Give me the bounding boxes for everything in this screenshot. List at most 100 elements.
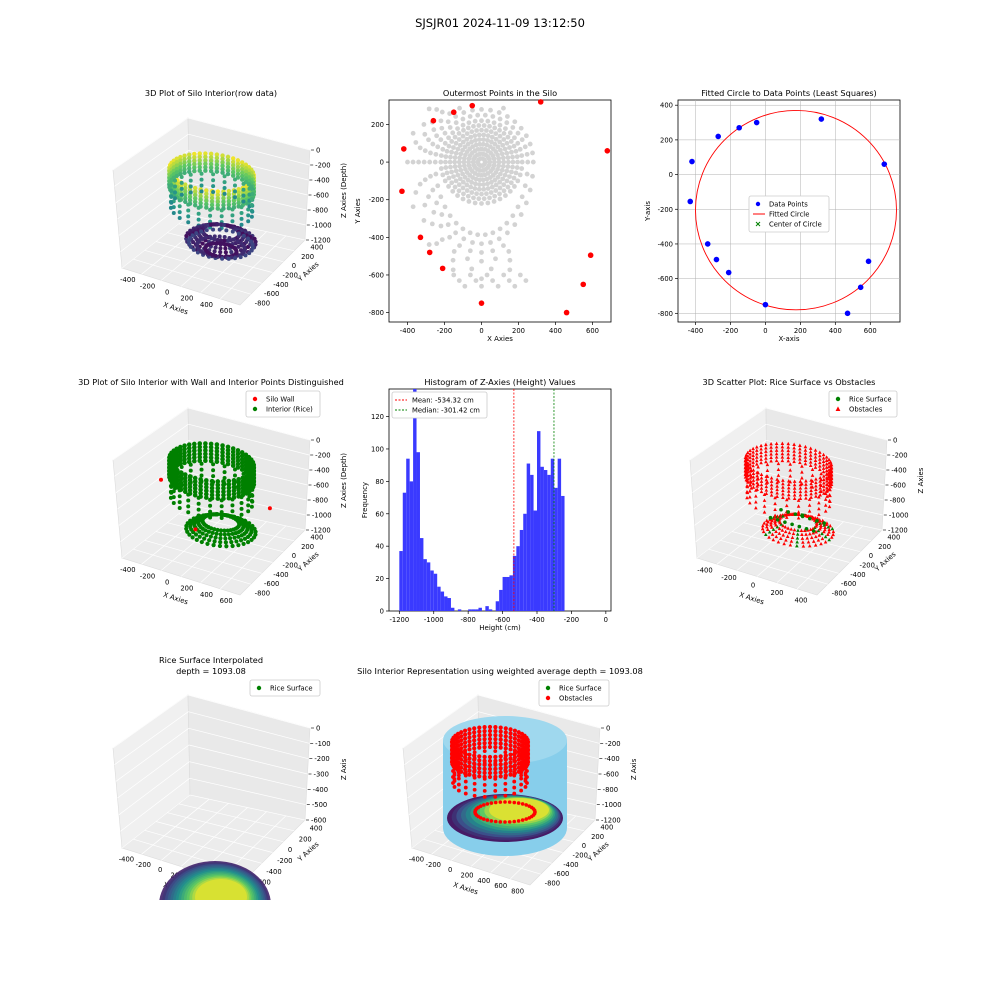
data-point (187, 194, 193, 199)
data-point (460, 179, 466, 185)
outer-point (439, 265, 446, 272)
data-point (178, 458, 183, 464)
data-point (222, 222, 227, 228)
data-point (182, 450, 187, 455)
obstacle-point (512, 800, 517, 805)
obstacle-point (482, 761, 487, 766)
data-point (451, 174, 456, 180)
data-point (192, 445, 197, 450)
data-point (246, 497, 251, 502)
y-tick-label: 200 (301, 543, 314, 551)
obstacle-point (493, 794, 498, 799)
data-point (199, 229, 204, 234)
obstacle-point (487, 770, 493, 776)
data-point (453, 168, 459, 174)
obstacle-point (477, 729, 482, 734)
data-point (236, 197, 241, 202)
data-point (236, 200, 241, 206)
data-point (230, 497, 235, 502)
data-point (464, 136, 470, 142)
data-point (417, 145, 423, 151)
data-point (231, 198, 237, 203)
data-point (208, 155, 214, 160)
obstacle-point (508, 743, 513, 748)
data-point (485, 118, 491, 124)
data-point (239, 222, 244, 227)
data-point (461, 236, 467, 242)
data-point (222, 238, 227, 243)
obstacle-point (463, 770, 468, 775)
data-point (204, 195, 209, 200)
obstacle-point (452, 777, 457, 781)
data-point (177, 494, 182, 499)
data-point (510, 164, 515, 170)
data-point (239, 467, 245, 472)
data-point (192, 489, 198, 495)
y-tick-label: 400 (310, 534, 323, 542)
data-point (225, 164, 231, 170)
data-point (174, 449, 180, 455)
obstacle-point (512, 819, 517, 824)
data-point (479, 250, 484, 255)
data-point (510, 125, 516, 130)
data-point (247, 186, 252, 191)
data-point (239, 167, 245, 172)
data-point (174, 156, 179, 161)
data-point (239, 453, 245, 459)
data-point (208, 213, 213, 218)
data-point (182, 443, 187, 449)
obstacle-point (493, 767, 498, 772)
obstacle-point (482, 745, 487, 750)
data-point (447, 234, 453, 240)
data-point (208, 503, 213, 508)
data-point (512, 283, 518, 289)
data-point (505, 155, 511, 160)
obstacle-point (487, 744, 493, 750)
data-point (507, 267, 513, 273)
obstacle-point (472, 750, 477, 755)
data-point (204, 188, 209, 193)
data-point (226, 202, 232, 207)
data-point (410, 159, 416, 165)
data-point (221, 489, 226, 495)
obstacle-point (508, 727, 513, 732)
data-point (469, 129, 475, 135)
obstacle-point (481, 803, 486, 807)
obstacle-point (487, 728, 493, 734)
data-point (434, 133, 440, 139)
data-point (186, 452, 192, 458)
data-point (469, 139, 475, 145)
data-point (472, 133, 478, 139)
data-point (226, 482, 232, 487)
data-point (241, 249, 246, 254)
data-point (214, 241, 219, 246)
data-point (464, 182, 470, 188)
data-point (462, 283, 468, 289)
outer-point (537, 99, 544, 105)
data-point (169, 194, 174, 199)
data-point (458, 151, 464, 157)
obstacle-point (493, 800, 498, 805)
obstacle-point (520, 818, 525, 822)
data-point (169, 490, 174, 495)
data-point (186, 510, 191, 515)
obstacle-point (498, 800, 503, 804)
obstacle-point (472, 742, 477, 747)
data-point (499, 167, 505, 173)
data-point (203, 158, 208, 163)
data-point (197, 458, 203, 464)
obstacle-point (487, 762, 493, 768)
data-point (222, 235, 227, 240)
obstacle-point (463, 758, 468, 763)
data-point (196, 501, 201, 506)
data-point (515, 159, 520, 165)
data-point (421, 122, 427, 127)
z-tick-label: -200 (315, 452, 330, 460)
grid-line (188, 133, 310, 166)
data-point (203, 444, 208, 450)
data-point (198, 194, 203, 199)
data-point (209, 485, 215, 491)
data-point (501, 159, 507, 165)
data-point (432, 159, 438, 165)
y-tick-label: 0 (380, 159, 384, 167)
